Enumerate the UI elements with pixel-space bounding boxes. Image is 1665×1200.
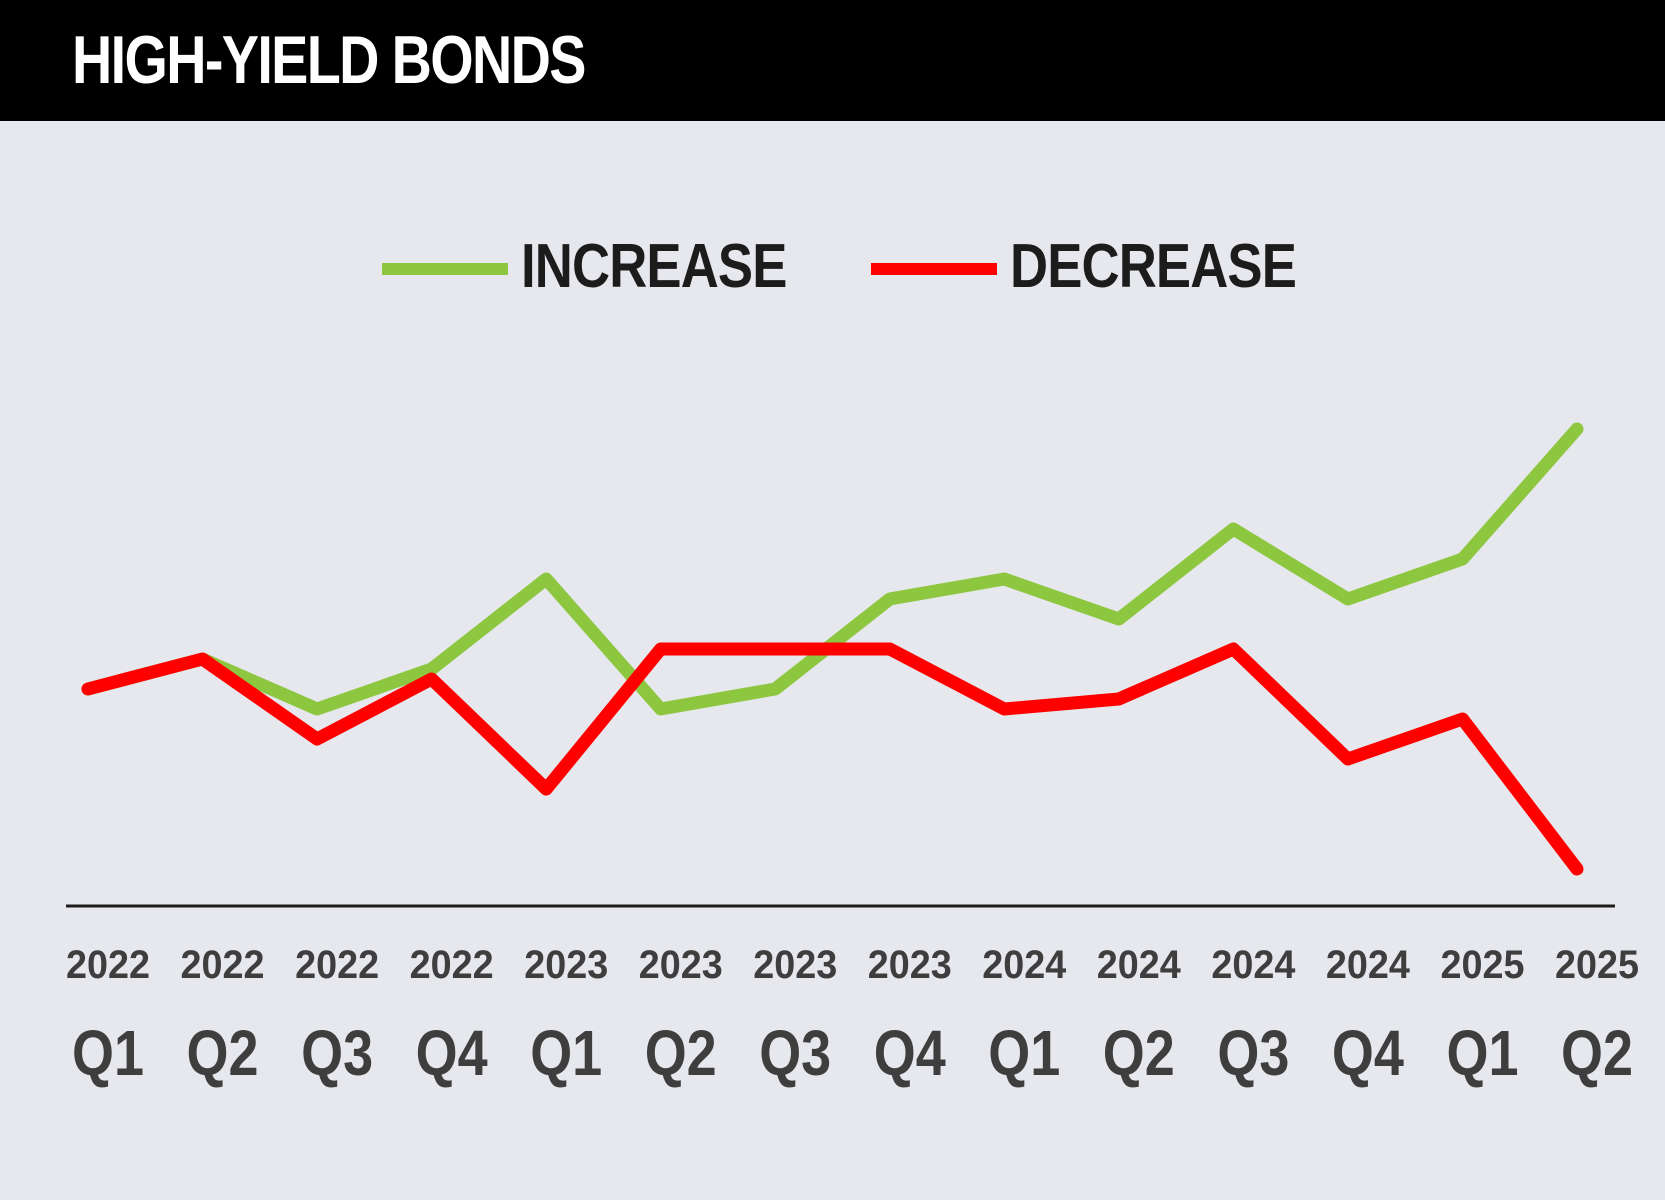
data-point-increase-4 [545,578,547,580]
x-tick-quarter: Q1 [530,1017,602,1089]
data-point-increase-7 [889,598,891,600]
x-tick-year: 2024 [1326,943,1411,987]
x-tick-year: 2025 [1441,943,1525,987]
data-point-increase-8 [1003,578,1005,580]
data-point-increase-11 [1347,598,1349,600]
x-tick-quarter: Q2 [187,1017,259,1089]
legend-swatch-decrease [871,263,997,275]
title-bar: HIGH-YIELD BONDS [0,0,1665,121]
data-point-decrease-13 [1576,868,1578,870]
x-tick-year: 2023 [868,943,952,987]
x-tick-quarter: Q3 [1217,1017,1289,1089]
data-point-decrease-2 [316,738,318,740]
x-tick-quarter: Q2 [1103,1017,1175,1089]
data-point-decrease-4 [545,788,547,790]
x-tick-year: 2022 [410,943,494,987]
data-point-increase-13 [1576,428,1578,430]
data-point-decrease-5 [660,648,662,650]
data-point-decrease-9 [1118,698,1120,700]
legend-label-increase: INCREASE [521,232,787,301]
data-point-decrease-6 [774,648,776,650]
x-tick-year: 2025 [1555,943,1639,987]
x-tick-labels: 2022 Q1 2022 Q2 2022 Q3 2022 Q4 2023 Q1 2023 Q2 2023… [66,943,1639,1089]
x-tick-quarter: Q2 [645,1017,717,1089]
data-point-decrease-8 [1003,708,1005,710]
data-point-increase-5 [660,708,662,710]
x-tick-quarter: Q1 [72,1017,144,1089]
legend-label-decrease: DECREASE [1010,232,1297,301]
x-tick-year: 2024 [1097,943,1182,987]
data-point-increase-6 [774,688,776,690]
data-point-increase-2 [316,708,318,710]
x-tick-year: 2023 [639,943,723,987]
data-point-decrease-12 [1462,718,1463,720]
x-tick-year: 2022 [181,943,265,987]
data-point-decrease-7 [889,648,891,650]
x-tick-quarter: Q1 [988,1017,1060,1089]
data-point-increase-9 [1118,618,1120,620]
x-tick-year: 2023 [524,943,608,987]
series-line-increase [81,422,1584,716]
legend-swatch-increase [382,263,508,275]
x-tick-quarter: Q4 [874,1017,946,1089]
data-point-decrease-11 [1347,758,1349,760]
series-line-decrease [81,642,1584,876]
data-point-increase-12 [1462,558,1463,560]
chart-title: HIGH-YIELD BONDS [72,22,586,98]
data-point-decrease-0 [87,688,89,690]
x-tick-quarter: Q2 [1561,1017,1633,1089]
x-tick-year: 2022 [66,943,150,987]
series-lines [81,422,1584,876]
x-tick-year: 2024 [1211,943,1296,987]
x-tick-quarter: Q1 [1447,1017,1519,1089]
data-point-decrease-1 [202,658,203,660]
x-tick-quarter: Q4 [1332,1017,1404,1089]
data-point-decrease-10 [1232,648,1234,650]
data-point-increase-10 [1232,528,1234,530]
x-tick-quarter: Q3 [301,1017,373,1089]
data-point-increase-3 [431,668,433,670]
data-point-decrease-3 [431,678,433,680]
x-tick-quarter: Q4 [416,1017,488,1089]
x-tick-year: 2024 [982,943,1067,987]
x-tick-year: 2022 [295,943,379,987]
x-tick-year: 2023 [753,943,837,987]
x-tick-quarter: Q3 [759,1017,831,1089]
